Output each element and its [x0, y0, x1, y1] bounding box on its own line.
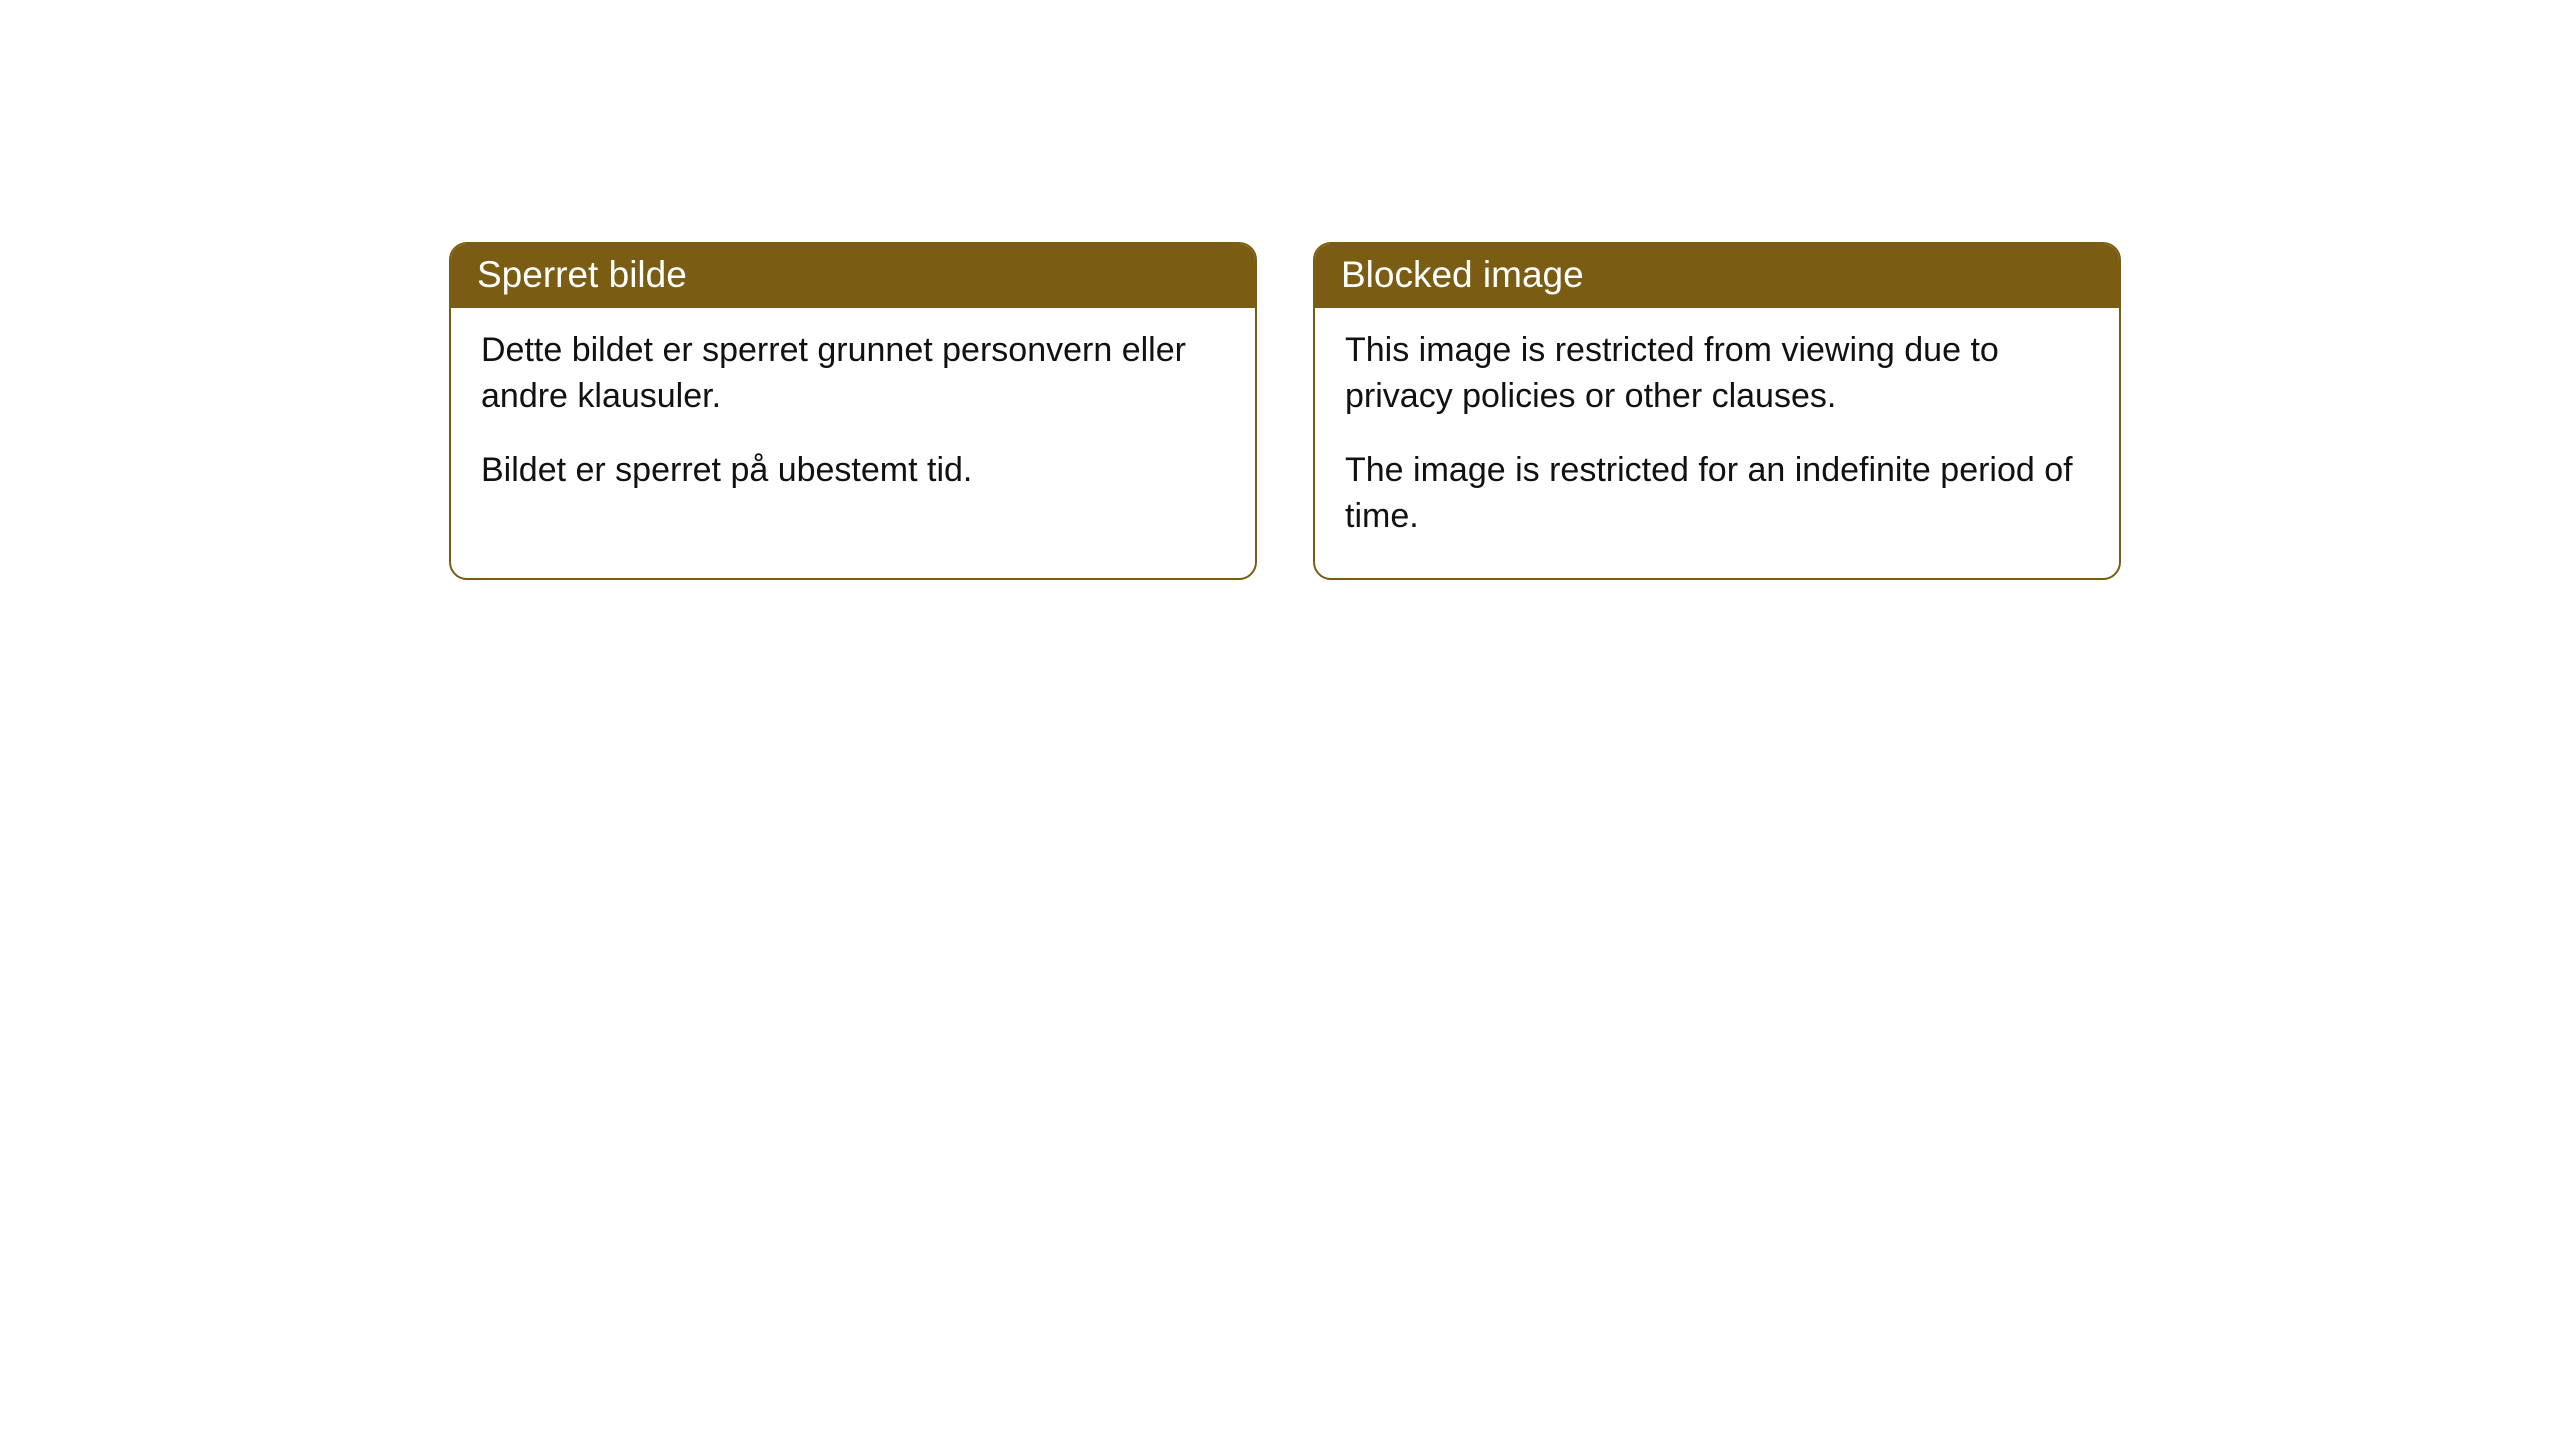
card-paragraph: Dette bildet er sperret grunnet personve…	[481, 328, 1225, 420]
card-title: Sperret bilde	[477, 254, 687, 295]
card-paragraph: This image is restricted from viewing du…	[1345, 328, 2089, 420]
card-body: Dette bildet er sperret grunnet personve…	[451, 308, 1255, 532]
card-header: Sperret bilde	[451, 244, 1255, 308]
card-title: Blocked image	[1341, 254, 1584, 295]
card-paragraph: Bildet er sperret på ubestemt tid.	[481, 448, 1225, 494]
notice-cards-container: Sperret bilde Dette bildet er sperret gr…	[0, 0, 2560, 580]
card-body: This image is restricted from viewing du…	[1315, 308, 2119, 578]
blocked-image-card-norwegian: Sperret bilde Dette bildet er sperret gr…	[449, 242, 1257, 580]
blocked-image-card-english: Blocked image This image is restricted f…	[1313, 242, 2121, 580]
card-header: Blocked image	[1315, 244, 2119, 308]
card-paragraph: The image is restricted for an indefinit…	[1345, 448, 2089, 540]
